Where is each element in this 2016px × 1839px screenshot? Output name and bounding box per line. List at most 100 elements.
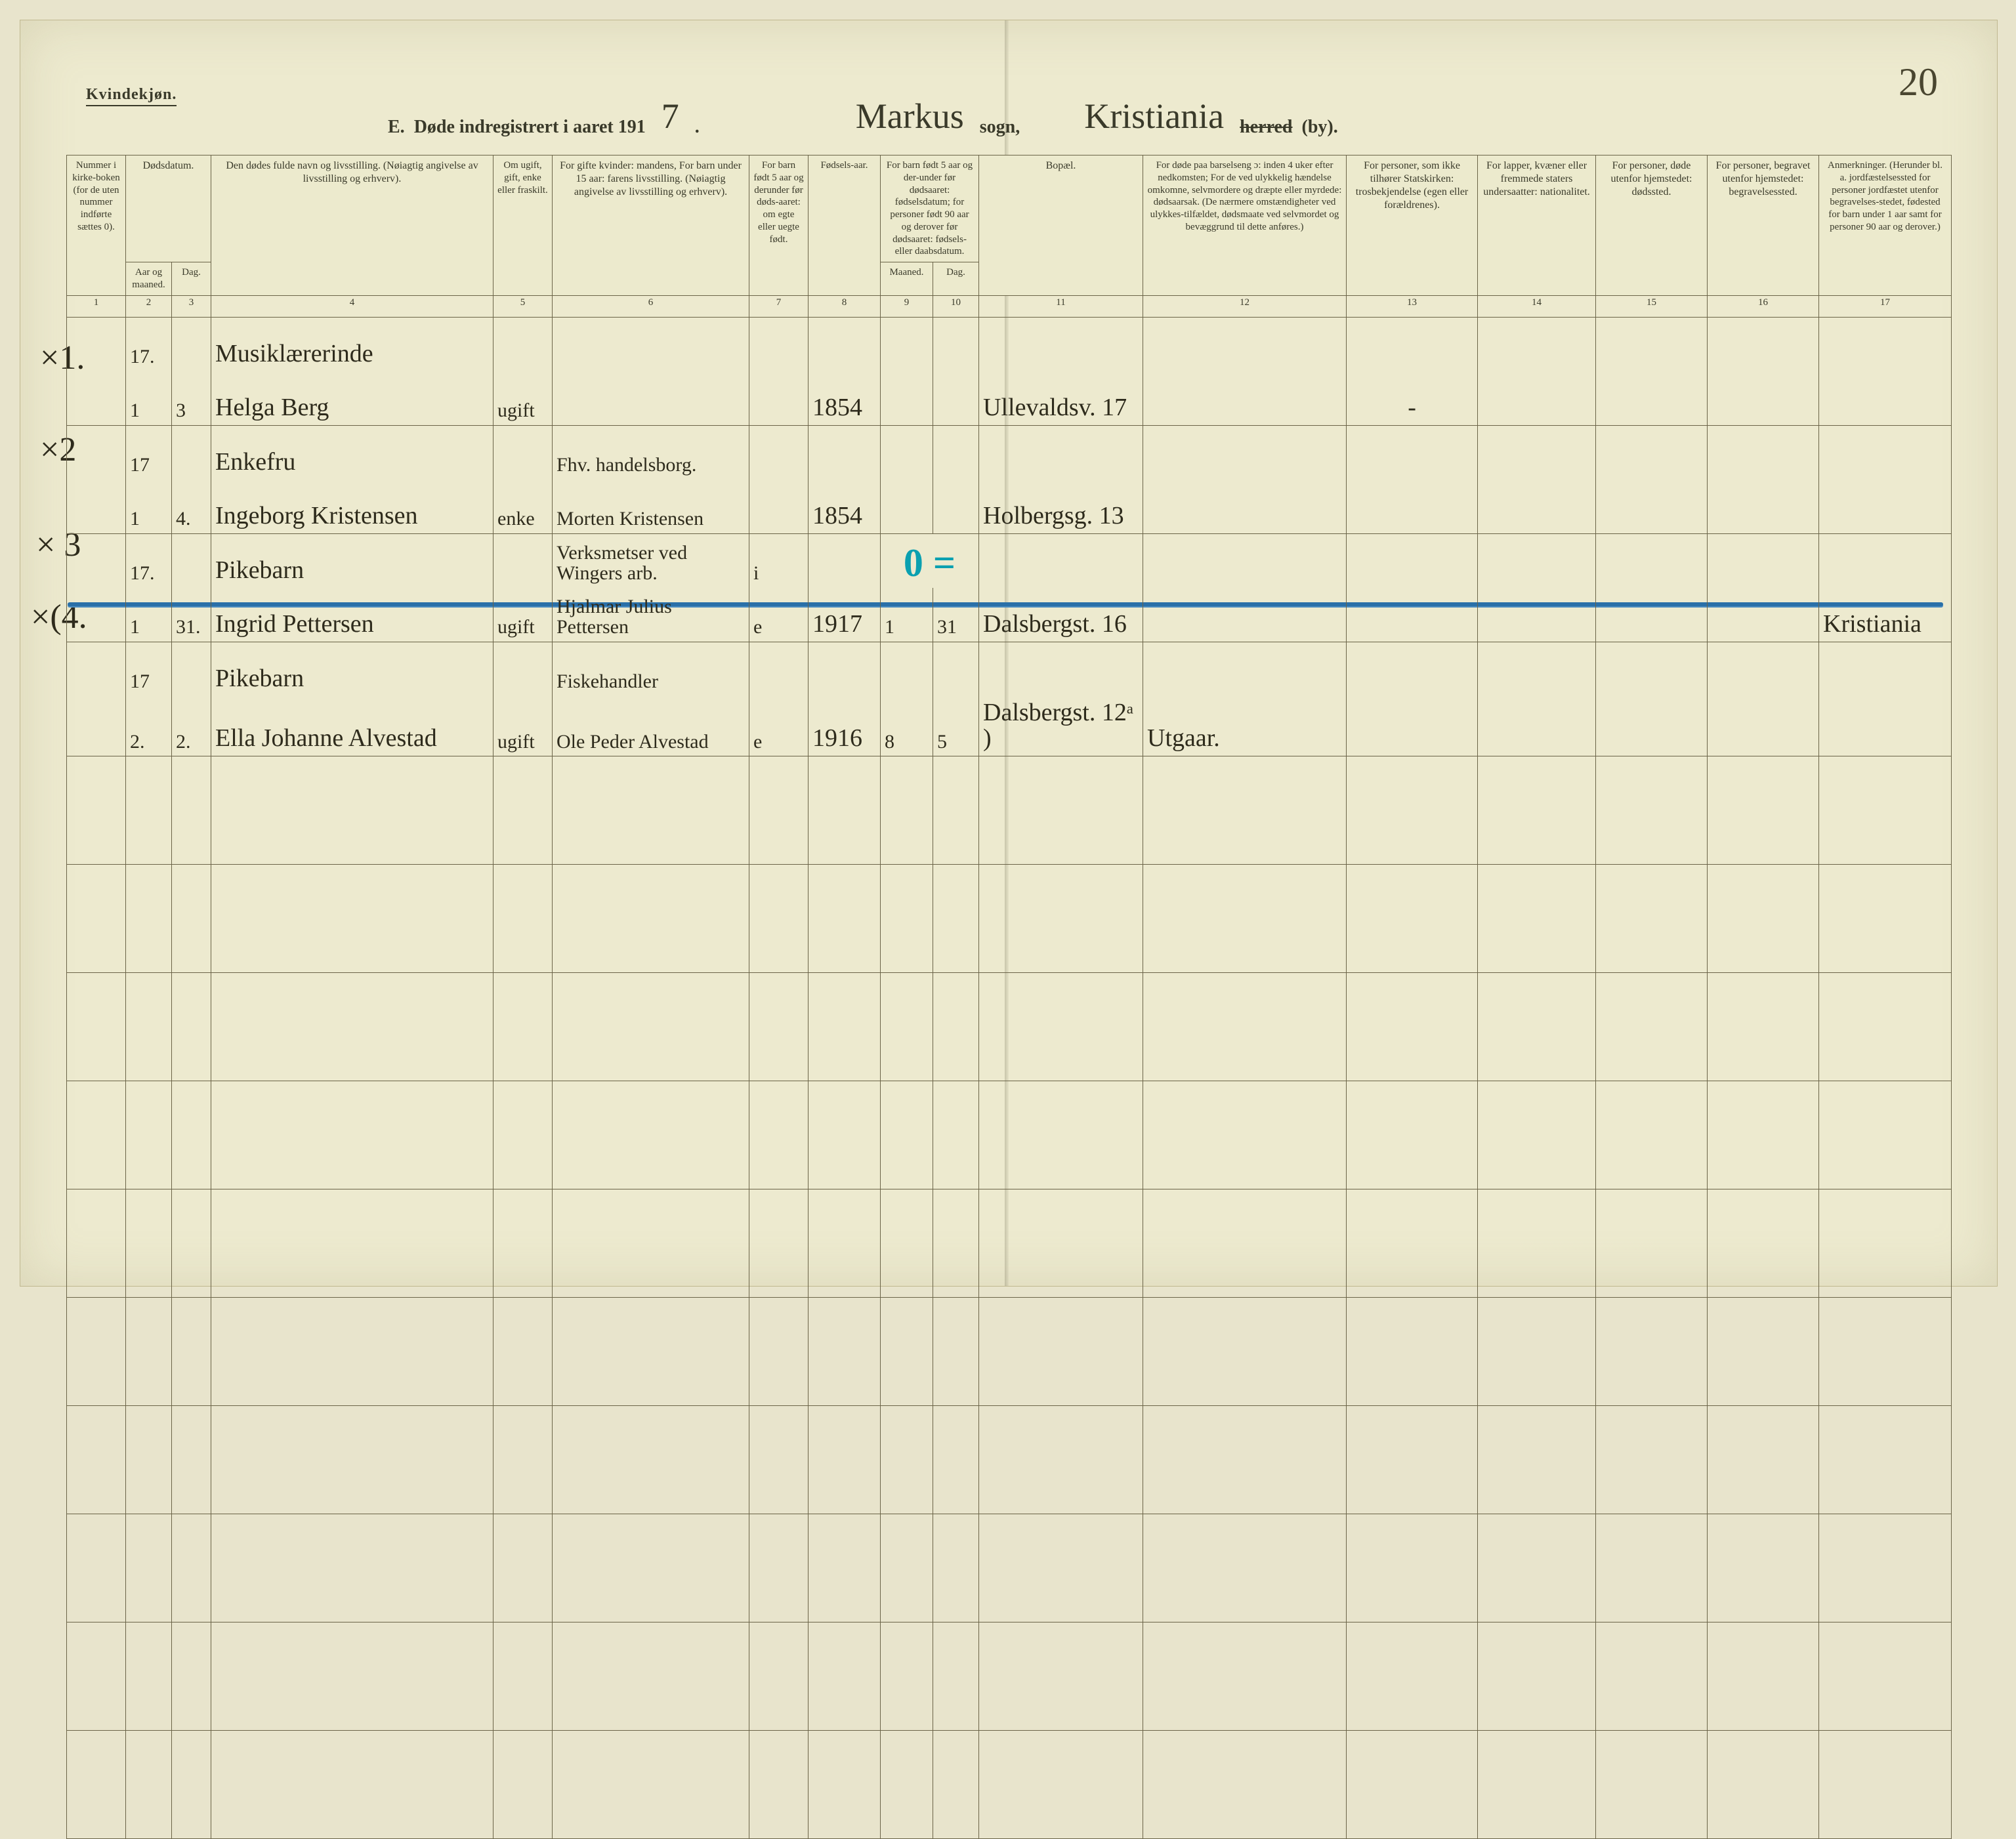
- entry-row-top: 17. Musiklærerinde: [67, 317, 1952, 371]
- empty-row: [67, 1027, 1952, 1081]
- empty-cell: [1478, 1785, 1596, 1839]
- cell: 1: [126, 588, 172, 642]
- empty-cell: [933, 1406, 979, 1460]
- empty-cell: [1478, 810, 1596, 865]
- cell-address: Dalsbergst. 12ᵃ ): [979, 696, 1143, 756]
- empty-cell: [126, 1027, 172, 1081]
- herred-label-struck: herred: [1240, 117, 1292, 138]
- col-header-9: Maaned.: [881, 262, 933, 296]
- cell: Fiskehandler: [553, 642, 749, 696]
- empty-cell: [1347, 1243, 1478, 1298]
- cell: Hjalmar Julius Pettersen: [553, 588, 749, 642]
- colnum: 17: [1819, 295, 1952, 317]
- empty-cell: [979, 1514, 1143, 1569]
- empty-cell: [67, 1135, 126, 1189]
- empty-cell: [494, 973, 553, 1027]
- empty-cell: [211, 919, 494, 973]
- empty-cell: [1708, 1406, 1819, 1460]
- empty-cell: [1819, 1568, 1952, 1622]
- empty-cell: [749, 973, 808, 1027]
- empty-cell: [1347, 1027, 1478, 1081]
- cell: 1: [881, 588, 933, 642]
- empty-cell: [1819, 810, 1952, 865]
- empty-cell: [933, 1081, 979, 1136]
- col-header-14: For lapper, kvæner eller fremmede stater…: [1478, 155, 1596, 296]
- empty-cell: [1347, 1676, 1478, 1731]
- empty-cell: [1478, 1460, 1596, 1514]
- empty-cell: [172, 1298, 211, 1352]
- empty-cell: [881, 1731, 933, 1785]
- empty-cell: [1708, 1568, 1819, 1622]
- empty-cell: [1708, 1514, 1819, 1569]
- empty-cell: [494, 756, 553, 811]
- empty-cell: [881, 1460, 933, 1514]
- colnum: 6: [553, 295, 749, 317]
- empty-cell: [1819, 1081, 1952, 1136]
- empty-cell: [749, 919, 808, 973]
- empty-cell: [126, 1568, 172, 1622]
- empty-cell: [172, 1514, 211, 1569]
- empty-cell: [1478, 1514, 1596, 1569]
- empty-cell: [553, 1189, 749, 1244]
- empty-cell: [553, 1027, 749, 1081]
- empty-cell: [1596, 1243, 1708, 1298]
- empty-cell: [749, 1460, 808, 1514]
- col-header-4: Den dødes fulde navn og livsstilling. (N…: [211, 155, 494, 296]
- empty-cell: [933, 1027, 979, 1081]
- cell: 2.: [126, 696, 172, 756]
- empty-cell: [211, 1676, 494, 1731]
- empty-cell: [1143, 1785, 1347, 1839]
- empty-cell: [67, 865, 126, 919]
- empty-cell: [933, 1460, 979, 1514]
- empty-cell: [1596, 1785, 1708, 1839]
- empty-cell: [1347, 1514, 1478, 1569]
- empty-cell: [1143, 1189, 1347, 1244]
- empty-cell: [1708, 1731, 1819, 1785]
- empty-cell: [172, 865, 211, 919]
- col-header-5: Om ugift, gift, enke eller fraskilt.: [494, 155, 553, 296]
- empty-cell: [749, 1081, 808, 1136]
- empty-cell: [881, 1135, 933, 1189]
- empty-cell: [1143, 756, 1347, 811]
- empty-cell: [1596, 865, 1708, 919]
- empty-row: [67, 1785, 1952, 1839]
- empty-cell: [494, 1189, 553, 1244]
- ledger-page: 20 Kvindekjøn. E. Døde indregistrert i a…: [20, 20, 1998, 1287]
- empty-cell: [881, 756, 933, 811]
- entry-row-top: 17 Enkefru Fhv. handelsborg.: [67, 425, 1952, 480]
- empty-cell: [979, 1135, 1143, 1189]
- empty-row: [67, 1460, 1952, 1514]
- cell: Verksmetser ved Wingers arb.: [553, 533, 749, 588]
- empty-cell: [211, 865, 494, 919]
- empty-cell: [933, 810, 979, 865]
- colnum: 12: [1143, 295, 1347, 317]
- empty-cell: [553, 865, 749, 919]
- empty-cell: [211, 1514, 494, 1569]
- empty-cell: [126, 1514, 172, 1569]
- empty-cell: [933, 1676, 979, 1731]
- empty-cell: [881, 1676, 933, 1731]
- empty-cell: [553, 1406, 749, 1460]
- empty-cell: [1819, 1622, 1952, 1677]
- cell: -: [1347, 371, 1478, 426]
- entry-row-bot: 1 31. Ingrid Pettersen ugift Hjalmar Jul…: [67, 588, 1952, 642]
- empty-cell: [933, 1731, 979, 1785]
- empty-cell: [1819, 973, 1952, 1027]
- cell-address: Holbergsg. 13: [979, 480, 1143, 534]
- empty-cell: [1347, 1785, 1478, 1839]
- empty-cell: [553, 919, 749, 973]
- empty-cell: [1347, 973, 1478, 1027]
- empty-cell: [172, 1676, 211, 1731]
- cell: 1: [126, 371, 172, 426]
- col-header-10: Dag.: [933, 262, 979, 296]
- cell: e: [749, 588, 808, 642]
- empty-cell: [881, 1352, 933, 1406]
- empty-cell: [1347, 1460, 1478, 1514]
- empty-cell: [1143, 1135, 1347, 1189]
- empty-cell: [1708, 1622, 1819, 1677]
- empty-cell: [1596, 1027, 1708, 1081]
- empty-cell: [494, 1622, 553, 1677]
- empty-cell: [67, 919, 126, 973]
- empty-cell: [749, 1243, 808, 1298]
- cell-address: Dalsbergst. 16: [979, 588, 1143, 642]
